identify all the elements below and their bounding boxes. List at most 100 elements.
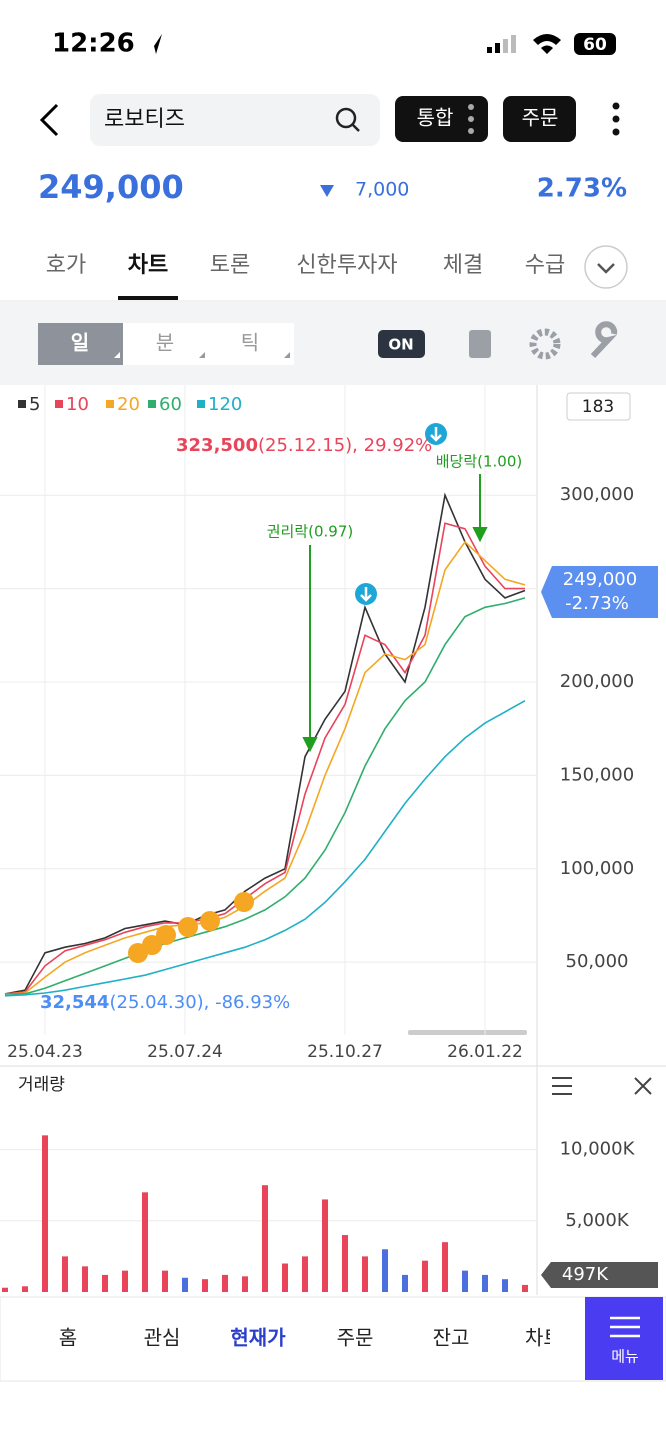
volume-bar bbox=[282, 1263, 288, 1292]
volume-bar bbox=[522, 1284, 528, 1292]
y-tick-label: 100,000 bbox=[560, 858, 634, 879]
tab[interactable]: 차트 bbox=[128, 253, 168, 278]
nav-item[interactable]: 현재가 bbox=[230, 1326, 286, 1350]
legend-label: 5 bbox=[29, 394, 40, 415]
volume-bar bbox=[262, 1185, 268, 1292]
volume-bar bbox=[162, 1270, 168, 1292]
bottom-nav bbox=[0, 1296, 666, 1382]
volume-bar bbox=[302, 1256, 308, 1292]
volume-bar bbox=[482, 1274, 488, 1292]
scrollbar bbox=[408, 1030, 527, 1035]
nav-items: 홈 관심 현재가 주문 잔고 차트 bbox=[59, 1326, 562, 1350]
volume-bar bbox=[102, 1274, 108, 1292]
wifi-icon bbox=[533, 34, 561, 54]
period[interactable]: 분 bbox=[156, 331, 174, 355]
price-change: 7,000 bbox=[355, 179, 409, 201]
y-tick-label: 10,000K bbox=[560, 1139, 636, 1160]
menu-label: 메뉴 bbox=[611, 1348, 639, 1366]
copy-icon[interactable] bbox=[469, 330, 491, 358]
search-text: 로보티즈 bbox=[104, 107, 185, 132]
y-tick-label: 50,000 bbox=[566, 951, 629, 972]
nav-item[interactable]: 주문 bbox=[337, 1326, 374, 1350]
high-price: 323,500 bbox=[176, 435, 258, 456]
high-annotation: 323,500(25.12.15), 29.92% bbox=[176, 435, 432, 456]
status-time: 12:26 bbox=[52, 29, 135, 59]
period-caret bbox=[114, 352, 120, 358]
menu-button[interactable] bbox=[585, 1297, 663, 1380]
nav-item[interactable]: 잔고 bbox=[433, 1326, 470, 1350]
volume-tag-label: 497K bbox=[562, 1264, 609, 1285]
x-tick-label: 25.04.23 bbox=[7, 1042, 83, 1062]
volume-bar bbox=[342, 1235, 348, 1292]
more-menu[interactable] bbox=[612, 102, 620, 136]
location-icon bbox=[150, 34, 162, 54]
on-label: ON bbox=[388, 336, 413, 354]
high-detail: (25.12.15), 29.92% bbox=[258, 435, 432, 456]
search-box[interactable] bbox=[90, 94, 380, 146]
tab[interactable]: 수급 bbox=[525, 253, 565, 278]
volume-bar bbox=[62, 1256, 68, 1292]
current-price: 249,000 bbox=[38, 168, 184, 206]
integrated-button[interactable] bbox=[395, 96, 488, 142]
volume-bar bbox=[322, 1199, 328, 1292]
count-box bbox=[566, 392, 631, 421]
volume-plot: 5,000K 10,000K 497K bbox=[0, 1135, 658, 1292]
tool-icon[interactable] bbox=[590, 321, 618, 359]
low-detail: (25.04.30), -86.93% bbox=[109, 992, 290, 1013]
ma-line bbox=[4, 492, 526, 995]
volume-bar bbox=[402, 1274, 408, 1292]
tab[interactable]: 토론 bbox=[210, 253, 250, 278]
order-button[interactable] bbox=[503, 96, 576, 142]
legend-label: 10 bbox=[66, 394, 89, 415]
legend-swatch bbox=[18, 400, 26, 408]
on-toggle[interactable] bbox=[378, 330, 425, 358]
period[interactable]: 일 bbox=[71, 331, 89, 355]
volume-bar bbox=[182, 1277, 188, 1292]
volume-bar bbox=[202, 1279, 208, 1292]
signal-icon bbox=[487, 35, 516, 53]
period-caret bbox=[199, 352, 205, 358]
volume-close[interactable] bbox=[634, 1077, 652, 1095]
period[interactable]: 틱 bbox=[241, 331, 259, 355]
legend-swatch bbox=[197, 400, 205, 408]
volume-tag bbox=[541, 1262, 658, 1288]
ma-line bbox=[4, 540, 526, 995]
volume-bar bbox=[422, 1260, 428, 1292]
nav-item[interactable]: 관심 bbox=[144, 1326, 181, 1350]
period-selected bbox=[38, 323, 123, 365]
tabs: 호가 차트 토론 신한투자자 체결 수급 bbox=[46, 253, 565, 300]
low-annotation: 32,544(25.04.30), -86.93% bbox=[40, 992, 290, 1013]
event-label: 권리락(0.97) bbox=[267, 523, 354, 541]
volume-menu[interactable] bbox=[552, 1077, 572, 1095]
volume-bar bbox=[42, 1135, 48, 1292]
volume-bar bbox=[462, 1270, 468, 1292]
tabs-expand[interactable] bbox=[584, 245, 628, 289]
legend-swatch bbox=[55, 400, 63, 408]
back-button[interactable] bbox=[39, 103, 59, 137]
price-tag-price: 249,000 bbox=[563, 569, 637, 590]
volume-bar bbox=[122, 1270, 128, 1292]
tab[interactable]: 신한투자자 bbox=[296, 253, 397, 278]
volume-bar bbox=[382, 1249, 388, 1292]
y-tick-label: 5,000K bbox=[565, 1210, 630, 1231]
settings-icon[interactable] bbox=[529, 328, 561, 360]
signal-markers bbox=[128, 423, 447, 963]
volume-bar bbox=[502, 1279, 508, 1292]
volume-title: 거래량 bbox=[18, 1075, 65, 1095]
y-tick-label: 300,000 bbox=[560, 484, 634, 505]
volume-bar bbox=[22, 1286, 28, 1292]
legend-label: 20 bbox=[117, 394, 140, 415]
legend-label: 120 bbox=[208, 394, 242, 415]
tab[interactable]: 호가 bbox=[46, 253, 86, 278]
ma-line bbox=[4, 522, 525, 995]
legend-label: 60 bbox=[159, 394, 182, 415]
nav-item[interactable]: 홈 bbox=[59, 1326, 77, 1350]
nav-item[interactable]: 차트 bbox=[525, 1326, 562, 1350]
legend-swatch bbox=[148, 400, 156, 408]
menu-icon bbox=[610, 1316, 640, 1338]
tab[interactable]: 체결 bbox=[443, 253, 483, 278]
integrated-label: 통합 bbox=[417, 106, 454, 130]
